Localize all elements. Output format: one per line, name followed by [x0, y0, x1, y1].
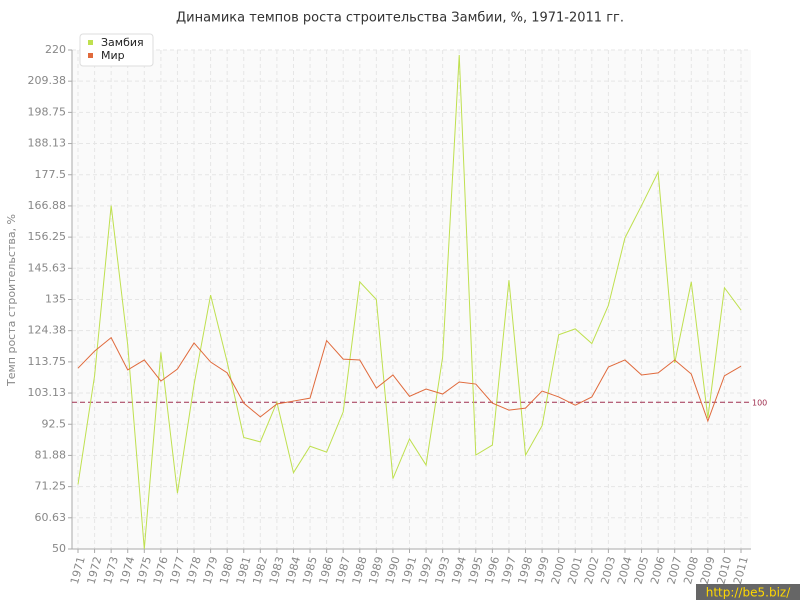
y-tick-label: 124.38: [28, 324, 67, 337]
legend-label: Замбия: [101, 36, 144, 49]
x-tick-label: 2011: [731, 555, 751, 585]
y-tick-label: 156.25: [28, 230, 67, 243]
y-tick-label: 209.38: [28, 74, 67, 87]
legend-box: [79, 33, 154, 67]
legend-swatch: [88, 53, 93, 58]
watermark: http://be5.biz/: [706, 586, 791, 600]
legend-swatch: [88, 40, 93, 45]
y-tick-label: 135: [45, 293, 66, 306]
y-tick-label: 81.88: [35, 448, 67, 461]
y-tick-label: 60.63: [35, 511, 67, 524]
y-tick-label: 177.5: [35, 168, 67, 181]
y-axis-label: Темп роста строительства, %: [5, 214, 18, 387]
y-tick-label: 198.75: [28, 105, 67, 118]
watermark-bg: [696, 584, 800, 600]
y-tick-label: 113.75: [28, 355, 67, 368]
y-tick-label: 103.13: [28, 386, 67, 399]
y-tick-label: 92.5: [42, 417, 67, 430]
chart-title: Динамика темпов роста строительства Замб…: [176, 11, 624, 26]
series-line: [77, 336, 742, 423]
reference-label: 100: [752, 399, 767, 408]
series-line: [77, 54, 742, 550]
legend-label: Мир: [101, 49, 125, 62]
y-tick-label: 220: [45, 43, 66, 56]
y-tick-label: 50: [52, 542, 66, 555]
y-tick-label: 166.88: [28, 199, 67, 212]
y-tick-label: 188.13: [28, 137, 67, 150]
y-tick-label: 71.25: [35, 480, 67, 493]
y-tick-label: 145.63: [28, 261, 67, 274]
